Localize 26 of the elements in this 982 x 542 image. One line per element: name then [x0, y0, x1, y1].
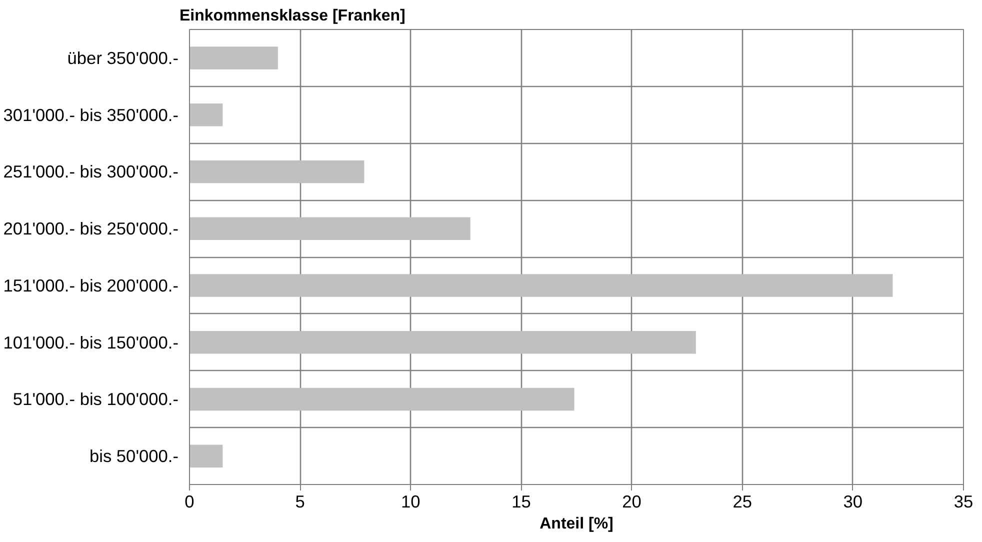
x-tick-label: 30	[843, 492, 863, 512]
x-tick-label: 15	[512, 492, 531, 512]
y-tick-label: über 350'000.-	[67, 48, 179, 68]
bar	[190, 330, 696, 354]
x-tick-label: 10	[401, 492, 420, 512]
y-tick-label: 101'000.- bis 150'000.-	[3, 332, 179, 352]
x-tick-label: 35	[954, 492, 974, 512]
bar	[190, 160, 364, 184]
x-tick-label: 5	[295, 492, 305, 512]
y-axis-title: Einkommensklasse [Franken]	[180, 8, 406, 24]
y-tick-label: 251'000.- bis 300'000.-	[3, 162, 179, 182]
bar	[190, 103, 223, 126]
x-tick-label: 0	[184, 492, 194, 512]
y-tick-label: 151'000.- bis 200'000.-	[3, 275, 179, 296]
y-tick-label: 201'000.- bis 250'000.-	[3, 218, 179, 239]
y-tick-label: bis 50'000.-	[89, 446, 179, 466]
x-axis-title: Anteil [%]	[540, 516, 614, 532]
bar	[190, 46, 278, 70]
bar	[190, 388, 574, 411]
y-tick-label: 301'000.- bis 350'000.-	[3, 104, 179, 125]
bar	[190, 274, 893, 297]
x-tick-label: 25	[732, 492, 752, 512]
bar	[190, 217, 470, 240]
bar	[190, 444, 223, 468]
y-tick-label: 51'000.- bis 100'000.-	[12, 389, 179, 410]
x-tick-label: 20	[622, 492, 642, 512]
